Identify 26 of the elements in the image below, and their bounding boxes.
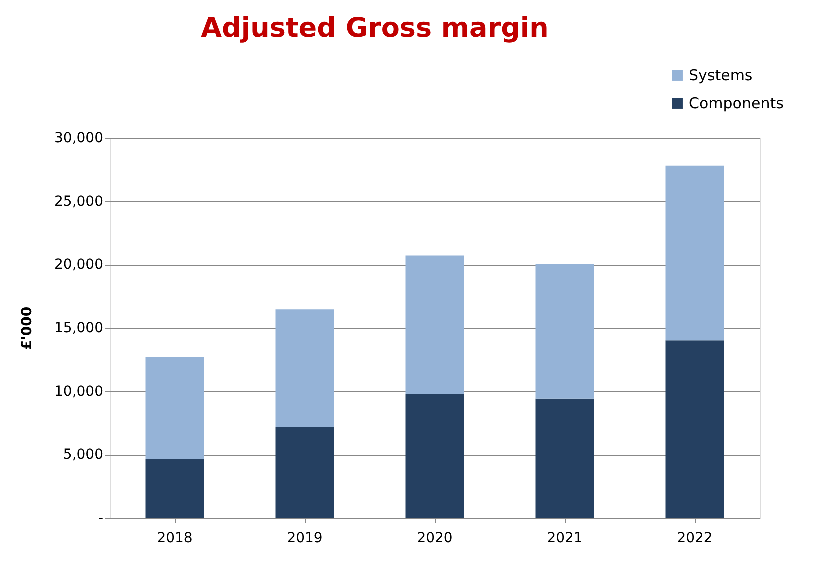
x-tick-label: 2021: [547, 530, 583, 546]
x-tick-label: 2019: [287, 530, 323, 546]
bar: [536, 398, 594, 518]
bar: [146, 459, 204, 518]
bar: [146, 357, 204, 460]
legend-label: Systems: [689, 66, 753, 84]
y-tick-label: 25,000: [54, 194, 104, 210]
bar: [276, 427, 334, 518]
bar: [406, 256, 464, 394]
x-tick-label: 2022: [677, 530, 713, 546]
bar: [666, 340, 724, 518]
y-axis-title: £'000: [20, 306, 36, 350]
bar: [536, 264, 594, 399]
legend-label: Components: [689, 94, 784, 112]
bar: [276, 310, 334, 428]
y-tick-label: 15,000: [54, 320, 104, 336]
y-tick-label: 30,000: [54, 130, 104, 146]
chart-title: Adjusted Gross margin: [201, 13, 549, 44]
x-tick-label: 2020: [417, 530, 453, 546]
bar: [406, 394, 464, 518]
y-tick-label: 10,000: [54, 384, 104, 400]
bar: [666, 166, 724, 341]
y-tick-label: 20,000: [54, 257, 104, 274]
x-tick-label: 2018: [157, 530, 193, 546]
y-tick-label: 5,000: [63, 447, 104, 464]
y-tick-label: -: [98, 510, 104, 526]
